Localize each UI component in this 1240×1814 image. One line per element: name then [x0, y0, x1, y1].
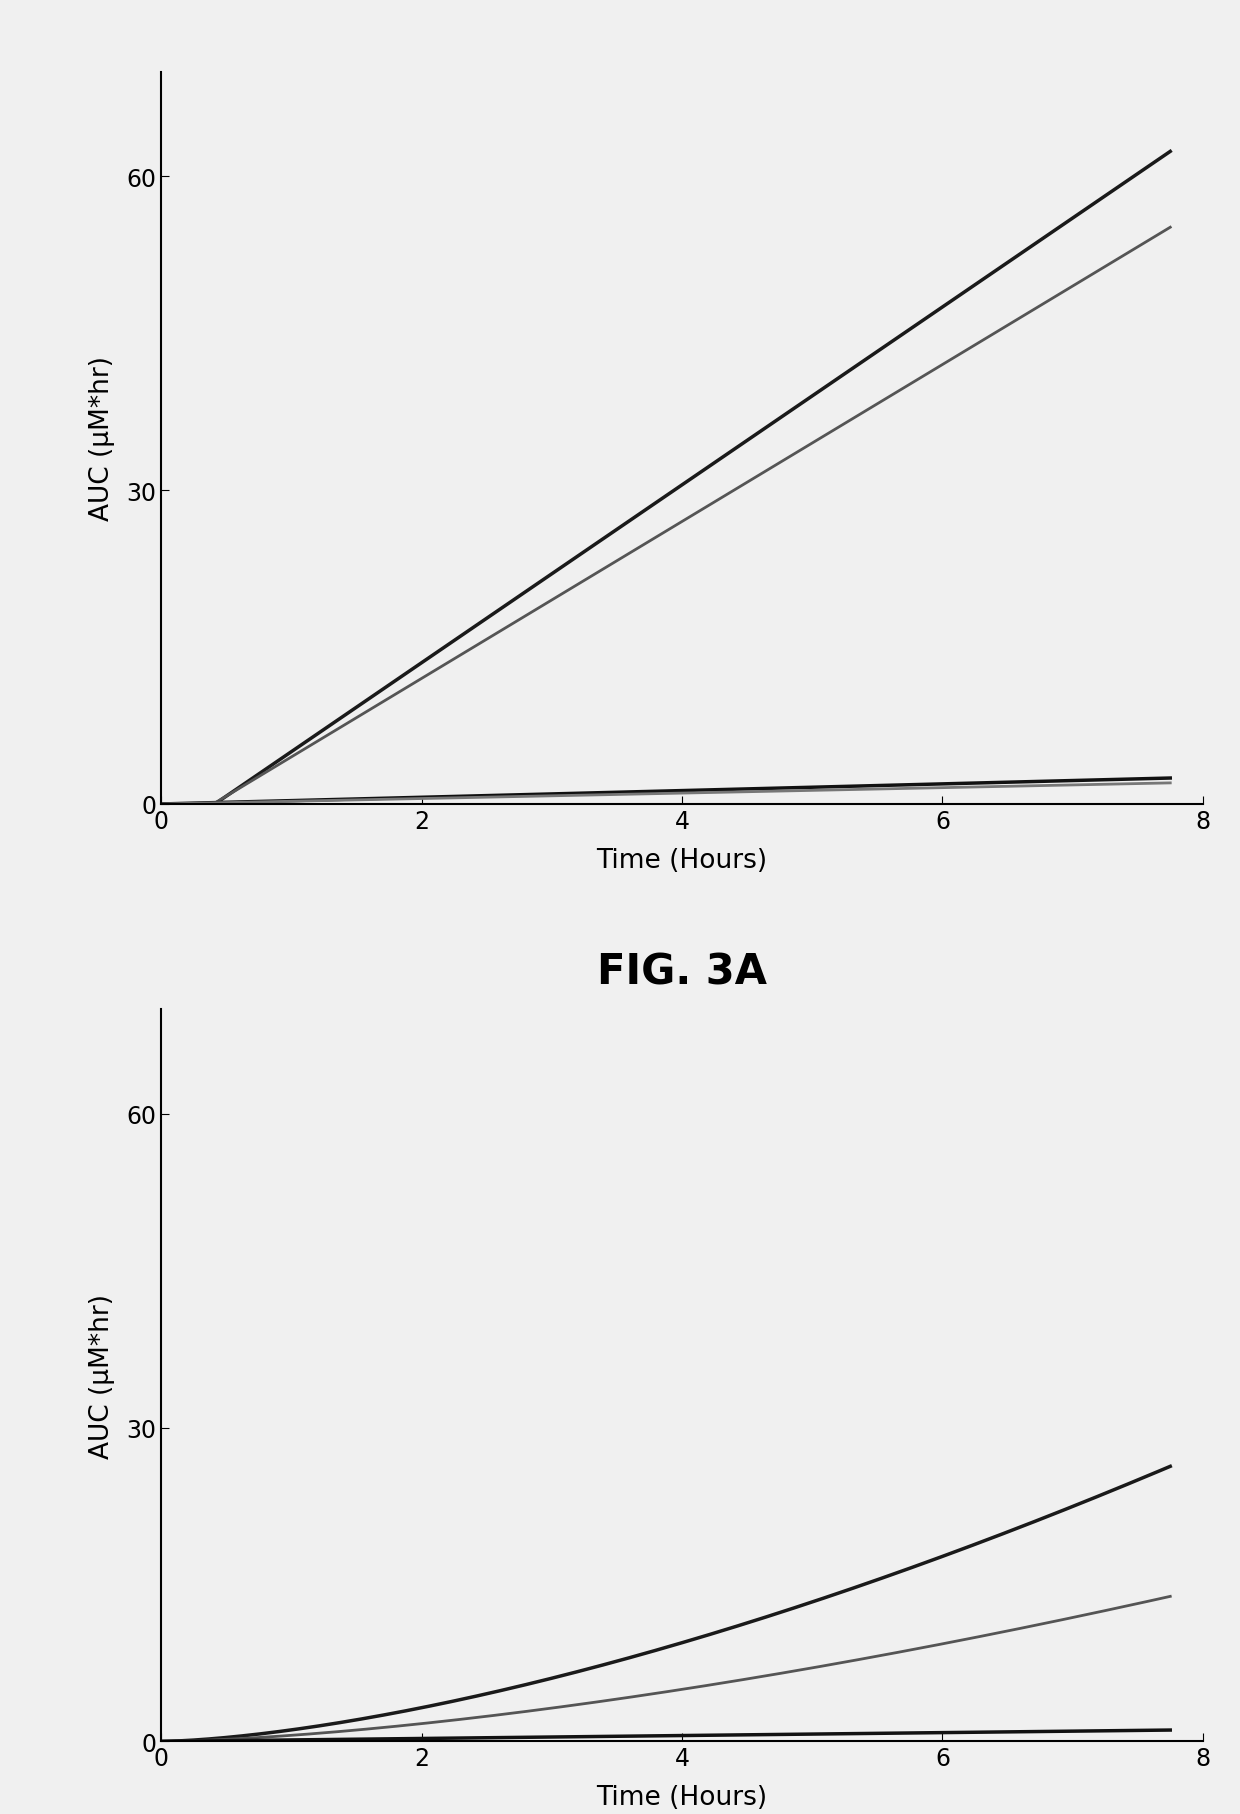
Y-axis label: AUC (μM*hr): AUC (μM*hr) [89, 356, 115, 521]
Y-axis label: AUC (μM*hr): AUC (μM*hr) [89, 1293, 115, 1458]
Text: FIG. 3A: FIG. 3A [596, 951, 768, 992]
X-axis label: Time (Hours): Time (Hours) [596, 1785, 768, 1810]
X-axis label: Time (Hours): Time (Hours) [596, 847, 768, 873]
